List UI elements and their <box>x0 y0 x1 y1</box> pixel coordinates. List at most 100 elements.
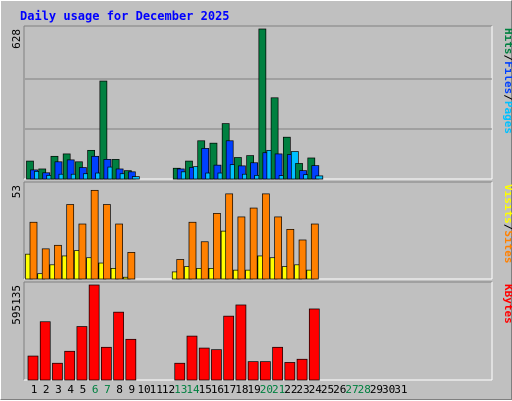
sites-bar <box>310 223 319 280</box>
x-tick-label: 28 <box>358 383 371 396</box>
x-tick-label: 15 <box>199 383 212 396</box>
hits-legend: Hits/Files/Pages <box>502 28 512 134</box>
sites-bar <box>298 239 307 280</box>
files-bar <box>91 155 100 180</box>
kbytes-bar <box>101 346 112 381</box>
kbytes-bar <box>272 346 283 381</box>
pages-bar <box>131 176 140 180</box>
kbytes-bar <box>223 315 235 381</box>
x-tick-label: 11 <box>150 383 163 396</box>
legend-entry-files: Files <box>502 61 512 94</box>
sites-bar <box>66 204 75 280</box>
x-tick-label: 24 <box>309 383 323 396</box>
files-bar <box>79 167 87 180</box>
pages-bar <box>315 175 324 180</box>
sites-bar <box>115 223 123 280</box>
kbytes-bar <box>39 321 51 381</box>
sites-bar <box>286 228 295 280</box>
legend-entry-sites: Sites <box>502 230 512 263</box>
x-tick-label: 4 <box>67 383 74 396</box>
x-tick-label: 17 <box>223 383 236 396</box>
sites-bar <box>249 207 258 280</box>
sites-bar <box>103 204 111 280</box>
files-bar <box>225 140 234 180</box>
files-bar <box>213 164 222 180</box>
hits-bar <box>99 80 108 180</box>
files-bar <box>54 161 63 180</box>
hits-bar <box>258 28 267 180</box>
files-bar <box>238 165 246 180</box>
sites-bar <box>262 193 270 280</box>
x-tick-label: 14 <box>186 383 200 396</box>
sites-bar <box>213 213 221 280</box>
x-tick-label: 31 <box>394 383 407 396</box>
sites-bar <box>237 216 246 280</box>
kbytes-bar <box>284 362 296 381</box>
sites-bar <box>200 241 209 280</box>
x-tick-label: 3 <box>55 383 62 396</box>
sites-bar <box>41 248 50 280</box>
kbytes-bar <box>64 350 76 381</box>
legend-entry-visits: Visits <box>502 184 512 224</box>
x-tick-label: 13 <box>174 383 187 396</box>
sites-bar <box>274 216 282 280</box>
kbytes-bar <box>260 361 271 381</box>
x-tick-label: 16 <box>211 383 224 396</box>
x-tick-label: 1 <box>31 383 38 396</box>
kbytes-bar <box>113 311 124 381</box>
kbytes-max-label: 595135 <box>10 285 23 325</box>
kbytes-bar <box>76 326 88 381</box>
legend-entry-hits: Hits <box>502 28 512 55</box>
sites-bar <box>127 252 136 280</box>
hits-bar <box>270 97 279 180</box>
x-tick-label: 19 <box>248 383 261 396</box>
kbytes-bar <box>88 284 100 381</box>
hits-bar <box>209 142 218 180</box>
hits-max-label: 628 <box>10 29 23 49</box>
legend-entry-pages: Pages <box>502 101 512 134</box>
files-bar <box>201 148 210 180</box>
kbytes-bar <box>198 347 210 381</box>
kbytes-bar <box>52 362 63 381</box>
files-bar <box>250 162 258 180</box>
x-tick-label: 9 <box>129 383 136 396</box>
sites-bar <box>90 189 99 280</box>
files-bar <box>66 159 75 180</box>
kbytes-legend: KBytes <box>502 284 512 324</box>
x-tick-label: 6 <box>92 383 99 396</box>
sites-bar <box>78 223 87 280</box>
kbytes-bar <box>235 304 247 381</box>
x-tick-label: 8 <box>116 383 123 396</box>
x-tick-label: 23 <box>296 383 309 396</box>
sites-bar <box>54 244 62 280</box>
chart-title: Daily usage for December 2025 <box>20 9 230 23</box>
x-tick-label: 21 <box>272 383 285 396</box>
sites-bar <box>29 221 38 280</box>
visits-legend: Visits/Sites <box>502 184 512 264</box>
x-tick-label: 5 <box>80 383 87 396</box>
x-tick-label: 20 <box>260 383 273 396</box>
kbytes-bar <box>247 361 259 381</box>
kbytes-bar <box>174 362 186 381</box>
kbytes-bar <box>27 355 39 381</box>
x-tick-label: 12 <box>162 383 175 396</box>
sites-bar <box>188 221 197 280</box>
files-bar <box>274 153 283 180</box>
kbytes-bar <box>308 308 320 381</box>
x-tick-label: 10 <box>137 383 150 396</box>
legend-entry-slash: / <box>502 94 512 101</box>
kbytes-bar <box>211 349 222 381</box>
x-tick-label: 18 <box>235 383 248 396</box>
kbytes-bar <box>186 335 198 381</box>
kbytes-bar <box>125 338 137 381</box>
x-tick-label: 30 <box>382 383 395 396</box>
legend-entry-kbytes: KBytes <box>502 284 512 324</box>
x-tick-label: 26 <box>333 383 346 396</box>
files-bar <box>311 165 320 180</box>
x-tick-label: 2 <box>43 383 50 396</box>
x-tick-label: 29 <box>370 383 383 396</box>
x-tick-label: 7 <box>104 383 111 396</box>
files-bar <box>127 171 136 180</box>
